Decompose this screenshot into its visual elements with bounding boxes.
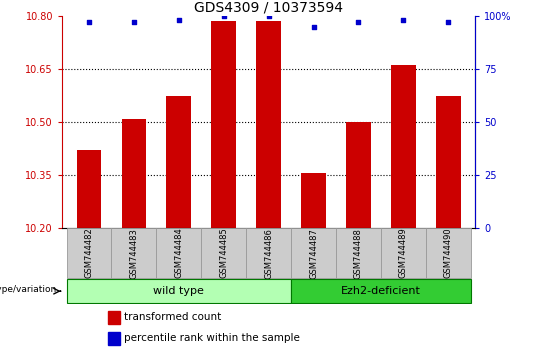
- FancyBboxPatch shape: [157, 228, 201, 278]
- FancyBboxPatch shape: [66, 228, 111, 278]
- Bar: [211, 21, 236, 228]
- FancyBboxPatch shape: [291, 279, 471, 303]
- Point: [130, 19, 138, 25]
- Text: GSM744484: GSM744484: [174, 228, 184, 279]
- Bar: [166, 96, 191, 228]
- Bar: [77, 150, 102, 228]
- Point: [219, 13, 228, 19]
- Text: wild type: wild type: [153, 286, 204, 296]
- Text: percentile rank within the sample: percentile rank within the sample: [124, 333, 300, 343]
- Text: transformed count: transformed count: [124, 312, 221, 322]
- FancyBboxPatch shape: [246, 228, 291, 278]
- FancyBboxPatch shape: [336, 228, 381, 278]
- Point: [354, 19, 363, 25]
- Bar: [391, 65, 416, 228]
- Text: genotype/variation: genotype/variation: [0, 285, 57, 294]
- Title: GDS4309 / 10373594: GDS4309 / 10373594: [194, 1, 343, 15]
- Bar: [436, 96, 461, 228]
- FancyBboxPatch shape: [66, 279, 291, 303]
- FancyBboxPatch shape: [381, 228, 426, 278]
- Point: [444, 19, 453, 25]
- Text: GSM744489: GSM744489: [399, 228, 408, 279]
- Point: [309, 24, 318, 29]
- Text: GSM744490: GSM744490: [444, 228, 453, 279]
- Text: GSM744487: GSM744487: [309, 228, 318, 279]
- Text: Ezh2-deficient: Ezh2-deficient: [341, 286, 421, 296]
- Point: [85, 19, 93, 25]
- Text: GSM744486: GSM744486: [264, 228, 273, 279]
- Point: [399, 17, 408, 23]
- FancyBboxPatch shape: [291, 228, 336, 278]
- Bar: [301, 173, 326, 228]
- FancyBboxPatch shape: [426, 228, 471, 278]
- Bar: [108, 311, 120, 324]
- Text: GSM744488: GSM744488: [354, 228, 363, 279]
- Bar: [346, 122, 371, 228]
- Bar: [108, 332, 120, 345]
- FancyBboxPatch shape: [111, 228, 157, 278]
- FancyBboxPatch shape: [201, 228, 246, 278]
- Text: GSM744485: GSM744485: [219, 228, 228, 279]
- Text: GSM744483: GSM744483: [130, 228, 138, 279]
- Bar: [122, 119, 146, 228]
- Bar: [256, 21, 281, 228]
- Text: GSM744482: GSM744482: [85, 228, 93, 279]
- Point: [174, 17, 183, 23]
- Point: [265, 13, 273, 19]
